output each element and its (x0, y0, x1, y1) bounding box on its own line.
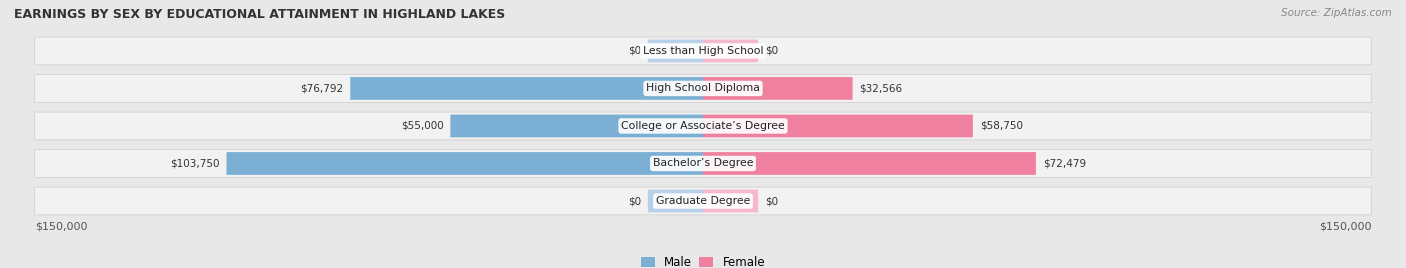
FancyBboxPatch shape (450, 115, 703, 137)
FancyBboxPatch shape (35, 75, 1371, 102)
FancyBboxPatch shape (35, 187, 1371, 215)
Text: $0: $0 (765, 196, 778, 206)
Text: $150,000: $150,000 (35, 222, 87, 232)
Text: High School Diploma: High School Diploma (647, 83, 759, 94)
Text: $32,566: $32,566 (859, 83, 903, 94)
Text: Graduate Degree: Graduate Degree (655, 196, 751, 206)
FancyBboxPatch shape (35, 150, 1371, 177)
Text: EARNINGS BY SEX BY EDUCATIONAL ATTAINMENT IN HIGHLAND LAKES: EARNINGS BY SEX BY EDUCATIONAL ATTAINMEN… (14, 8, 505, 21)
Text: Less than High School: Less than High School (643, 46, 763, 56)
Text: $0: $0 (765, 46, 778, 56)
Text: $58,750: $58,750 (980, 121, 1022, 131)
FancyBboxPatch shape (703, 190, 758, 212)
Text: $55,000: $55,000 (401, 121, 443, 131)
Text: $103,750: $103,750 (170, 158, 219, 169)
FancyBboxPatch shape (648, 190, 703, 212)
FancyBboxPatch shape (35, 37, 1371, 65)
FancyBboxPatch shape (226, 152, 703, 175)
FancyBboxPatch shape (703, 77, 852, 100)
Text: Bachelor’s Degree: Bachelor’s Degree (652, 158, 754, 169)
Text: $76,792: $76,792 (301, 83, 343, 94)
Legend: Male, Female: Male, Female (636, 251, 770, 268)
Text: College or Associate’s Degree: College or Associate’s Degree (621, 121, 785, 131)
FancyBboxPatch shape (703, 115, 973, 137)
FancyBboxPatch shape (35, 112, 1371, 140)
Text: $0: $0 (628, 46, 641, 56)
FancyBboxPatch shape (350, 77, 703, 100)
Text: $150,000: $150,000 (1319, 222, 1371, 232)
Text: Source: ZipAtlas.com: Source: ZipAtlas.com (1281, 8, 1392, 18)
Text: $0: $0 (628, 196, 641, 206)
FancyBboxPatch shape (648, 40, 703, 62)
Text: $72,479: $72,479 (1043, 158, 1085, 169)
FancyBboxPatch shape (703, 40, 758, 62)
FancyBboxPatch shape (703, 152, 1036, 175)
